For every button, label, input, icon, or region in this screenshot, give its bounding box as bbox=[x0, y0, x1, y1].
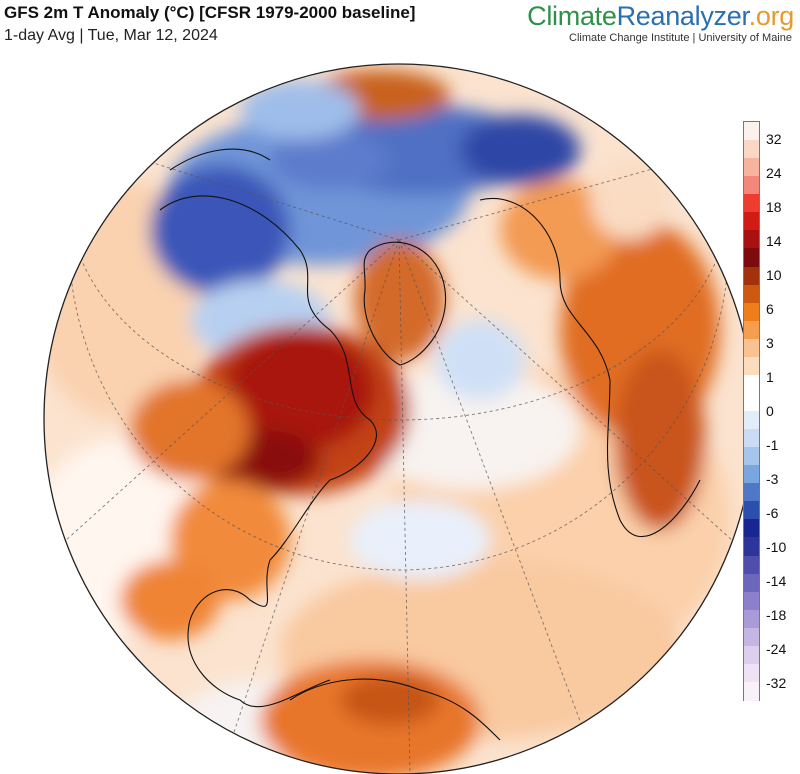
legend-swatch bbox=[744, 645, 759, 665]
legend-swatch bbox=[744, 447, 759, 466]
legend-swatch bbox=[744, 465, 759, 484]
legend-swatch bbox=[744, 519, 759, 539]
legend-swatch bbox=[744, 483, 759, 502]
map-title: GFS 2m T Anomaly (°C) [CFSR 1979-2000 ba… bbox=[4, 3, 416, 22]
legend-swatch bbox=[744, 266, 759, 286]
legend-tick-label: -10 bbox=[766, 539, 787, 555]
legend-tick-label: -24 bbox=[766, 641, 787, 657]
color-legend-bar bbox=[743, 121, 760, 701]
legend-swatch bbox=[744, 194, 759, 213]
legend-swatch bbox=[744, 663, 759, 683]
legend-swatch bbox=[744, 356, 759, 376]
legend-tick-label: 3 bbox=[766, 335, 774, 351]
coastline-outlines bbox=[159, 148, 701, 741]
legend-swatch bbox=[744, 429, 759, 448]
legend-tick-label: 14 bbox=[766, 233, 782, 249]
brand-part-reanalyzer: Reanalyzer bbox=[616, 1, 749, 31]
legend-swatch bbox=[744, 230, 759, 250]
legend-tick-label: -32 bbox=[766, 675, 787, 691]
legend-tick-label: 32 bbox=[766, 131, 782, 147]
legend-tick-label: -3 bbox=[766, 471, 779, 487]
brand-tagline: Climate Change Institute | University of… bbox=[569, 32, 792, 44]
legend-swatch bbox=[744, 212, 759, 231]
legend-swatch bbox=[744, 537, 759, 557]
legend-tick-label: -18 bbox=[766, 607, 787, 623]
legend-tick-label: -6 bbox=[766, 505, 779, 521]
brand-logo[interactable]: ClimateReanalyzer.org bbox=[527, 1, 794, 32]
legend-tick-label: -1 bbox=[766, 437, 779, 453]
legend-swatch bbox=[744, 320, 759, 340]
legend-tick-label: -14 bbox=[766, 573, 787, 589]
legend-swatch bbox=[744, 284, 759, 304]
legend-swatch bbox=[744, 591, 759, 611]
legend-swatch bbox=[744, 248, 759, 268]
globe-surface bbox=[44, 64, 754, 774]
map-subtitle: 1-day Avg | Tue, Mar 12, 2024 bbox=[4, 27, 218, 44]
legend-tick-label: 6 bbox=[766, 301, 774, 317]
legend-swatch bbox=[744, 555, 759, 575]
legend-swatch bbox=[744, 411, 759, 430]
legend-swatch bbox=[744, 681, 759, 701]
legend-swatch bbox=[744, 338, 759, 358]
legend-swatch bbox=[744, 392, 759, 412]
legend-swatch bbox=[744, 158, 759, 177]
legend-tick-label: 18 bbox=[766, 199, 782, 215]
legend-swatch bbox=[744, 501, 759, 520]
legend-swatch bbox=[744, 573, 759, 593]
brand-part-climate: Climate bbox=[527, 1, 617, 31]
legend-swatch bbox=[744, 302, 759, 322]
legend-swatch bbox=[744, 627, 759, 647]
legend-swatch bbox=[744, 122, 759, 141]
legend-tick-label: 1 bbox=[766, 369, 774, 385]
legend-tick-label: 10 bbox=[766, 267, 782, 283]
legend-swatch bbox=[744, 140, 759, 159]
legend-swatch bbox=[744, 374, 759, 394]
brand-part-org: .org bbox=[748, 1, 795, 31]
legend-tick-label: 24 bbox=[766, 165, 782, 181]
legend-swatch bbox=[744, 176, 759, 195]
legend-swatch bbox=[744, 609, 759, 629]
legend-tick-label: 0 bbox=[766, 403, 774, 419]
anomaly-field bbox=[44, 70, 730, 774]
